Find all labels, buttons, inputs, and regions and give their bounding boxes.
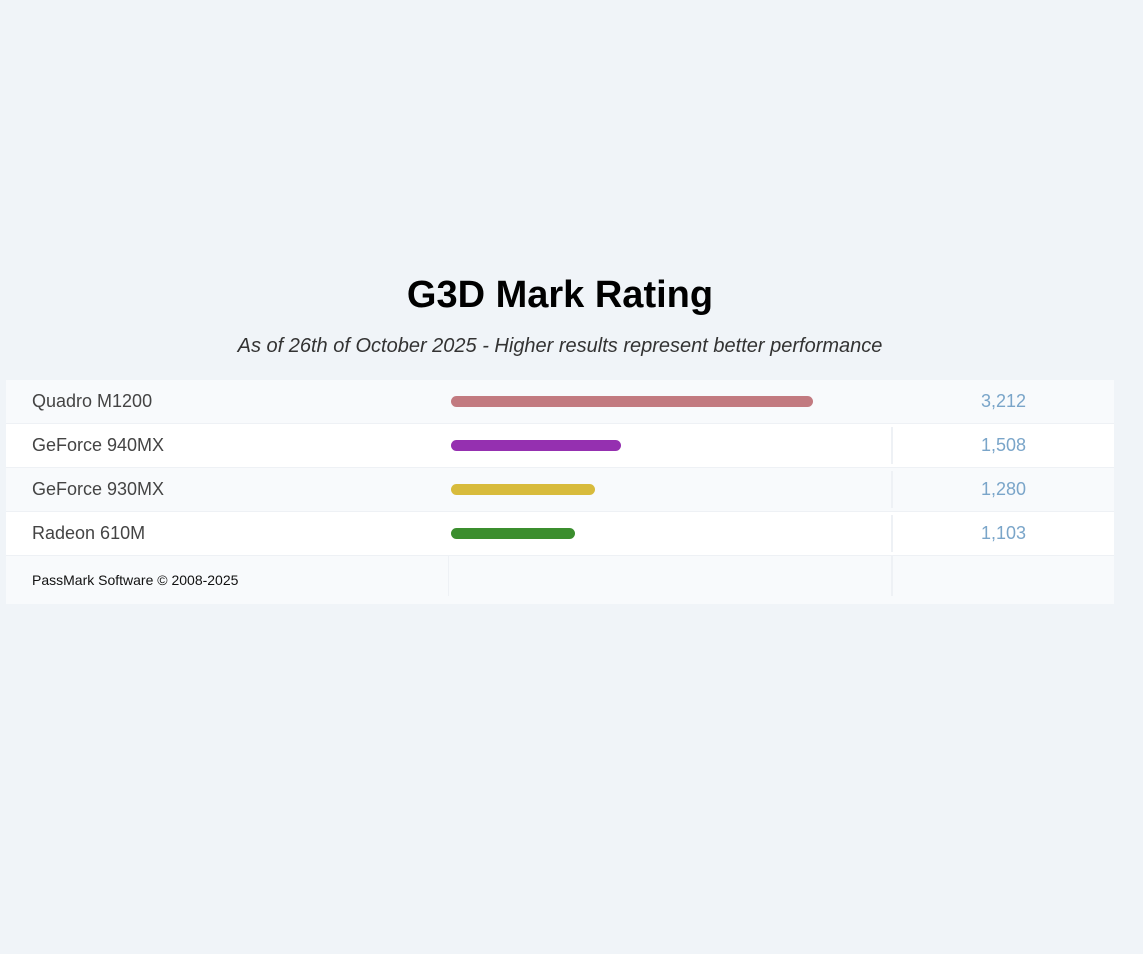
gpu-name[interactable]: GeForce 930MX (32, 479, 165, 499)
column-divider (448, 556, 449, 596)
table-row: Quadro M1200 3,212 (6, 380, 1114, 424)
score-bar (451, 484, 595, 495)
score-value: 1,103 (980, 523, 1027, 543)
column-divider (891, 427, 893, 464)
score-bar (451, 396, 813, 407)
bar-cell (449, 468, 891, 511)
table-row: GeForce 940MX 1,508 (6, 424, 1114, 468)
score-bar (451, 440, 621, 451)
bar-cell (449, 512, 891, 555)
gpu-name[interactable]: Quadro M1200 (32, 391, 153, 411)
column-divider (891, 515, 893, 552)
score-value: 1,280 (980, 479, 1027, 499)
table-row: Radeon 610M 1,103 (6, 512, 1114, 556)
score-bar (451, 528, 575, 539)
bar-cell (449, 424, 891, 467)
chart-title: G3D Mark Rating (406, 274, 714, 316)
gpu-name[interactable]: GeForce 940MX (32, 435, 165, 455)
column-divider (891, 471, 893, 508)
bar-cell (449, 380, 891, 423)
chart-subtitle: As of 26th of October 2025 - Higher resu… (237, 335, 883, 357)
score-value: 1,508 (980, 435, 1027, 455)
footer-credit: PassMark Software © 2008-2025 (32, 572, 239, 588)
column-divider (891, 556, 893, 596)
score-value: 3,212 (980, 391, 1027, 411)
gpu-name[interactable]: Radeon 610M (32, 523, 146, 543)
rating-table: Quadro M1200 3,212 GeForce 940MX 1,508 GeFor… (6, 380, 1114, 604)
table-row: GeForce 930MX 1,280 (6, 468, 1114, 512)
footer-row: PassMark Software © 2008-2025 (6, 556, 1114, 604)
rating-rows: Quadro M1200 3,212 GeForce 940MX 1,508 GeFor… (6, 380, 1114, 556)
